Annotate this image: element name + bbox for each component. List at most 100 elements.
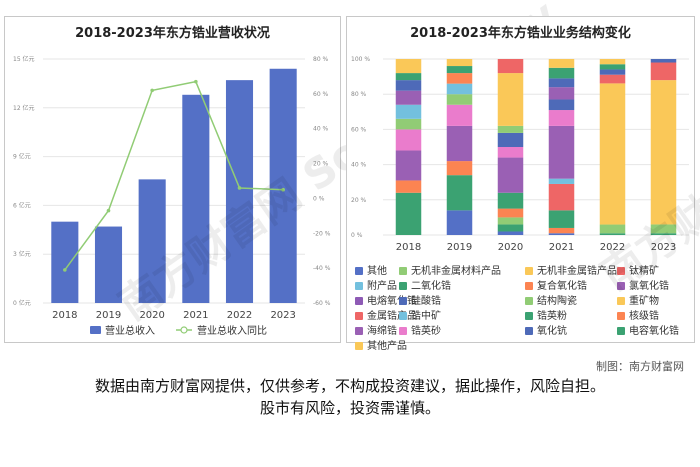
legend-label-revenue: 营业总收入 [105,324,155,337]
legend-label: 硅酸锆 [411,296,441,307]
y-tick-label-left: 12 亿元 [13,104,35,112]
x-tick-label: 2023 [270,310,295,321]
structure-bar-segment [548,87,575,100]
legend-swatch [355,312,363,320]
legend-item: 锆英砂 [399,322,441,337]
legend-label: 无机非金属材料产品 [411,266,501,277]
legend-item: 二氧化锆 [399,277,451,292]
structure-bar-segment [497,157,524,193]
legend-label: 二氧化锆 [411,281,451,292]
structure-bar-segment [548,110,575,126]
structure-bar-segment [497,224,524,232]
structure-bar-segment [548,67,575,79]
legend-swatch [617,297,625,305]
structure-chart: 0 % 20 % 40 % 60 % 80 % 100 % 2018 2019 2020 2021… [351,56,689,253]
structure-bar-segment [446,210,473,235]
legend-swatch [355,282,363,290]
structure-bar-segment [446,175,473,211]
structure-bar-segment [497,192,524,209]
y-tick-label-right: 0 % [313,195,325,202]
structure-bar-segment [395,192,422,235]
y-tick-label: 40 % [351,162,367,169]
y-tick-label-left: 9 亿元 [13,153,31,161]
chart-credit: 制图：南方财富网 [596,360,684,373]
disclaimer-line-1: 数据由南方财富网提供，仅供参考，不构成投资建议，据此操作，风险自担。 [94,377,605,395]
y-tick-label-left: 3 亿元 [13,250,31,258]
legend-swatch [525,282,533,290]
structure-bar-segment [446,59,473,67]
x-tick-label: 2021 [183,310,208,321]
structure-bar-segment [548,59,575,68]
disclaimer: 数据由南方财富网提供，仅供参考，不构成投资建议，据此操作，风险自担。 股市有风险… [0,375,700,419]
yoy-point [237,186,242,190]
legend-label: 重矿物 [629,296,659,307]
structure-bar-segment [599,224,626,234]
x-tick-label: 2019 [447,242,472,253]
legend-swatch [525,312,533,320]
structure-bar-segment [446,73,473,84]
structure-bar-segment [446,161,473,176]
structure-bar-segment [446,66,473,74]
legend-swatch [399,282,407,290]
legend-label: 无机非金属锆产品 [537,266,617,277]
y-tick-label-right: 40 % [313,126,329,133]
y-tick-label-right: 60 % [313,91,329,98]
structure-bar-segment [446,104,473,126]
legend-label: 氯氧化锆 [629,281,669,292]
legend-swatch [617,282,625,290]
legend-swatch [355,327,363,335]
yoy-point [194,79,198,84]
legend-item: 重矿物 [617,292,659,307]
legend-swatch-yoy-marker [180,326,188,334]
legend-swatch [399,297,407,305]
structure-bar-segment [395,73,422,81]
legend-label: 其他产品 [367,341,407,352]
structure-bar-segment [395,90,422,105]
x-tick-label: 2018 [396,242,421,253]
legend-label: 其他 [367,266,387,277]
legend-item: 其他 [355,262,387,277]
legend-swatch [355,297,363,305]
legend-item: 无机非金属锆产品 [525,262,617,277]
y-tick-label: 0 % [351,232,363,239]
disclaimer-line-2: 股市有风险，投资需谨慎。 [259,399,440,417]
structure-bar-segment [548,233,575,235]
legend-item: 电容氧化锆 [617,322,679,337]
legend-label: 锆中矿 [411,311,441,322]
yoy-point [106,208,111,213]
structure-chart-title: 2018-2023年东方锆业业务结构变化 [410,26,631,41]
y-tick-label-right: -40 % [313,265,331,272]
legend-item: 锆中矿 [399,307,441,322]
revenue-bar [51,221,79,303]
legend-label: 钛精矿 [629,266,659,277]
structure-bar-segment [395,118,422,130]
legend-label: 复合氧化锆 [537,281,587,292]
x-tick-label: 2020 [139,310,164,321]
y-tick-label-right: -20 % [313,230,331,237]
structure-bar-segment [650,62,677,81]
structure-bar-segment [395,150,422,181]
structure-bar-segment [599,59,626,65]
legend-label: 附产品 [367,281,397,292]
revenue-chart-panel: 2018-2023年东方锆业营收状况 0 亿元 3 亿元 6 亿元 9 亿元 12 亿元… [4,0,566,343]
legend-item: 无机非金属材料产品 [399,262,501,277]
x-tick-label: 2020 [498,242,523,253]
y-tick-label: 20 % [351,197,367,204]
legend-swatch [399,312,407,320]
revenue-bar [94,226,123,303]
structure-bar-segment [548,99,575,111]
y-tick-label-left: 15 亿元 [13,55,35,63]
yoy-point [150,88,154,93]
legend-swatch [355,342,363,350]
x-tick-label: 2022 [227,310,252,321]
legend-label: 金属锆产品 [367,311,417,322]
legend-item: 锆英粉 [525,307,567,322]
revenue-chart: 0 亿元 3 亿元 6 亿元 9 亿元 12 亿元 15 亿元 -60 % -40 % -20 … [13,55,331,337]
structure-bar-segment [548,125,575,179]
y-tick-label-right: -60 % [313,300,331,307]
structure-bar-segment [650,224,677,234]
structure-bar-segment [395,104,422,119]
structure-bar-segment [497,231,524,235]
revenue-bar [225,80,254,303]
legend-item: 结构陶瓷 [525,292,577,307]
